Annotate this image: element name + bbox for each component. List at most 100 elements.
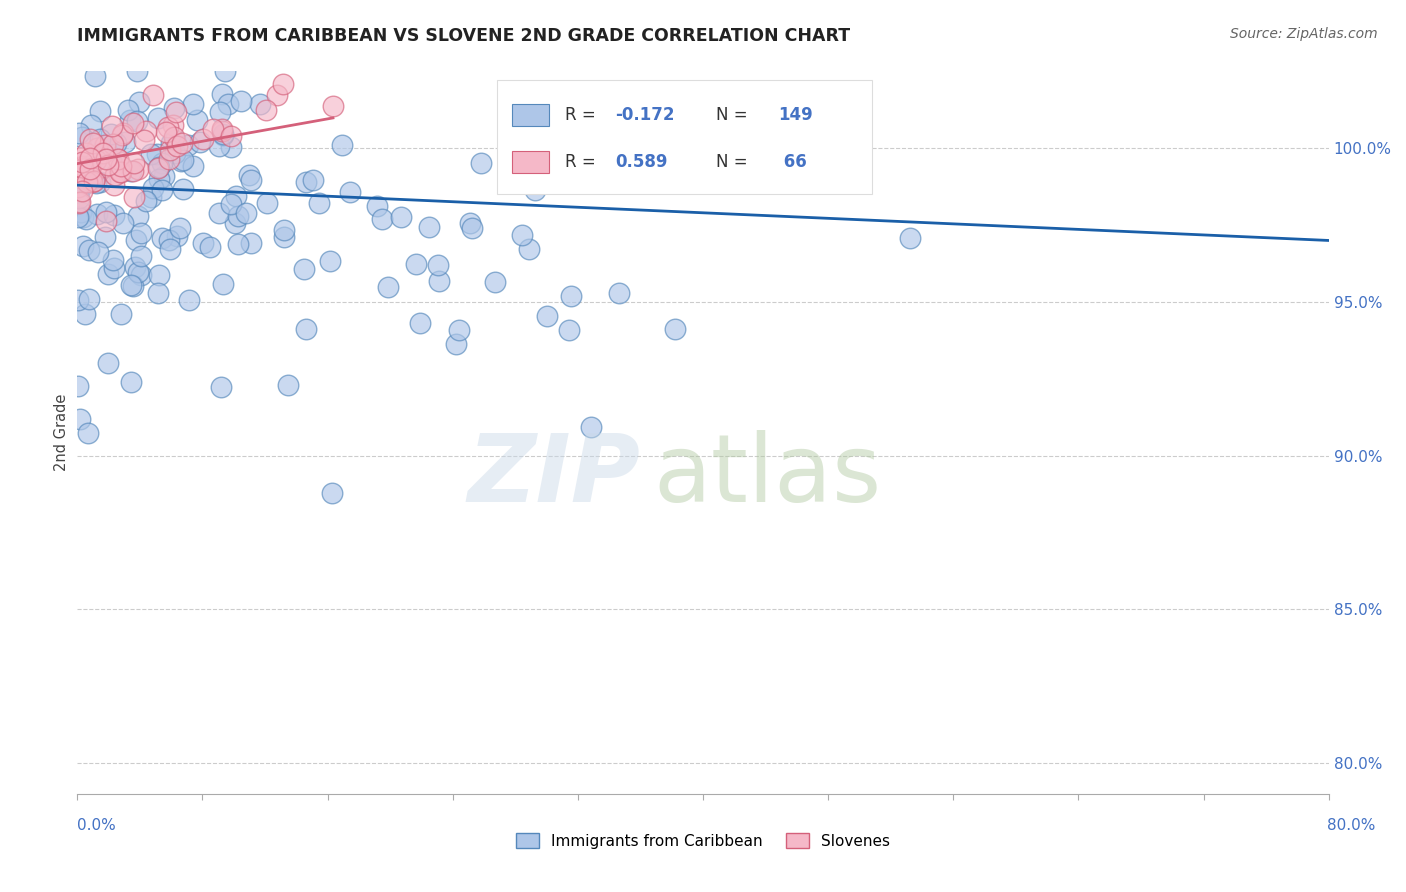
Point: [72, 210, 94, 224]
Point: [96, 153, 118, 167]
Point: [221, 197, 243, 211]
Point: [239, 173, 262, 187]
Text: 0.0%: 0.0%: [77, 818, 117, 832]
Point: [103, 208, 125, 222]
Point: [212, 128, 235, 143]
Point: [80, 175, 103, 189]
Point: [77, 244, 100, 258]
Point: [80, 118, 103, 132]
Point: [79, 151, 101, 165]
Point: [96, 214, 118, 228]
Point: [100, 153, 122, 167]
Point: [166, 138, 188, 153]
Point: [121, 116, 143, 130]
Point: [517, 242, 540, 256]
Point: [100, 127, 122, 141]
Text: 0.589: 0.589: [616, 153, 668, 170]
Point: [179, 293, 201, 307]
Point: [308, 196, 330, 211]
Point: [79, 132, 101, 146]
Point: [458, 216, 481, 230]
Point: [80, 170, 103, 185]
Point: [93, 230, 115, 244]
Point: [69, 412, 91, 426]
Point: [141, 147, 163, 161]
Point: [273, 230, 295, 244]
Point: [155, 125, 177, 139]
Point: [67, 196, 90, 211]
Point: [219, 128, 242, 143]
Point: [141, 87, 163, 102]
Point: [79, 162, 101, 177]
Point: [225, 189, 247, 203]
Y-axis label: 2nd Grade: 2nd Grade: [53, 394, 69, 471]
Point: [77, 425, 100, 440]
Text: 66: 66: [778, 153, 807, 170]
Point: [427, 274, 450, 288]
Point: [172, 153, 194, 168]
Point: [302, 173, 325, 187]
Point: [371, 211, 394, 226]
Point: [322, 99, 344, 113]
Point: [211, 121, 233, 136]
Point: [256, 196, 278, 211]
Point: [186, 112, 208, 127]
Point: [219, 140, 242, 154]
Point: [294, 322, 316, 336]
Point: [117, 103, 139, 117]
Point: [169, 220, 191, 235]
Point: [217, 97, 239, 112]
Point: [107, 152, 129, 166]
Point: [208, 139, 231, 153]
Point: [249, 96, 271, 111]
Point: [134, 133, 156, 147]
FancyBboxPatch shape: [512, 151, 550, 172]
Point: [122, 278, 145, 293]
Point: [135, 124, 157, 138]
Point: [271, 77, 294, 91]
Point: [377, 280, 399, 294]
Point: [75, 212, 97, 227]
Point: [235, 206, 257, 220]
Point: [97, 356, 120, 370]
Point: [173, 181, 195, 195]
Point: [125, 113, 148, 128]
Point: [139, 190, 162, 204]
Point: [212, 277, 235, 291]
Point: [107, 152, 129, 166]
FancyBboxPatch shape: [496, 80, 872, 194]
Point: [112, 216, 135, 230]
Point: [127, 209, 149, 223]
Point: [120, 164, 142, 178]
Point: [84, 69, 107, 83]
Point: [69, 152, 91, 166]
Point: [159, 243, 181, 257]
Point: [163, 101, 186, 115]
Text: IMMIGRANTS FROM CARIBBEAN VS SLOVENE 2ND GRADE CORRELATION CHART: IMMIGRANTS FROM CARIBBEAN VS SLOVENE 2ND…: [77, 27, 851, 45]
Point: [238, 168, 260, 182]
Point: [170, 136, 193, 150]
Point: [100, 119, 122, 133]
Text: 80.0%: 80.0%: [1327, 818, 1375, 832]
Point: [461, 220, 484, 235]
Point: [366, 199, 388, 213]
Point: [66, 210, 89, 224]
Point: [93, 137, 115, 152]
Point: [330, 138, 353, 153]
Point: [124, 260, 146, 275]
Point: [127, 264, 149, 278]
Point: [129, 226, 152, 240]
Point: [163, 145, 186, 160]
Point: [70, 184, 93, 198]
Text: 149: 149: [778, 106, 813, 124]
Point: [254, 103, 277, 117]
Point: [470, 156, 492, 170]
Point: [277, 377, 299, 392]
Point: [105, 136, 128, 150]
Point: [89, 104, 111, 119]
Point: [129, 268, 152, 282]
Point: [447, 323, 470, 337]
Point: [581, 420, 603, 434]
Point: [84, 177, 107, 191]
Point: [79, 159, 101, 173]
